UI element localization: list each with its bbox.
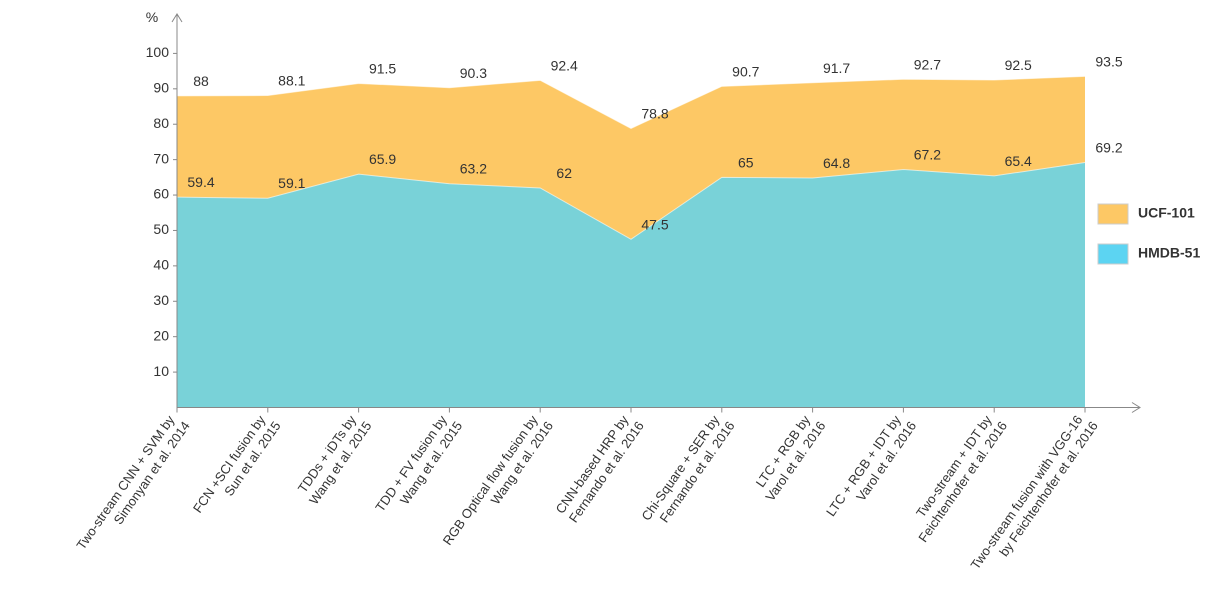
value-label: 62 bbox=[556, 165, 572, 181]
x-tick-label: CNN-based HRP byFernando et al. 2016 bbox=[553, 409, 647, 525]
x-tick-label: FCN +SCI fusion bySun et al. 2015 bbox=[190, 409, 284, 524]
x-tick-label: Chi-Square + SER byFernando et al. 2016 bbox=[638, 409, 737, 532]
value-label: 92.4 bbox=[551, 57, 578, 73]
value-label: 90.7 bbox=[732, 63, 759, 79]
y-tick-label: 60 bbox=[153, 186, 169, 202]
x-tick-label: TDDs + iDTs byWang et al. 2015 bbox=[293, 409, 374, 507]
area-line bbox=[176, 75, 1086, 130]
value-label: 91.5 bbox=[369, 61, 396, 77]
y-tick-label: 70 bbox=[153, 150, 169, 166]
x-axis-arrow bbox=[1131, 402, 1141, 413]
value-label: 65.9 bbox=[369, 151, 396, 167]
value-label: 65.4 bbox=[1005, 153, 1032, 169]
value-label: 88.1 bbox=[278, 73, 305, 89]
legend-swatch bbox=[1097, 203, 1129, 225]
legend-label: UCF-101 bbox=[1138, 205, 1195, 221]
value-label: 88 bbox=[193, 73, 209, 89]
x-tick-label: LTC + RGB + IDT byVarol et al. 2016 bbox=[823, 409, 919, 528]
y-tick-label: 90 bbox=[153, 80, 169, 96]
value-label: 67.2 bbox=[914, 147, 941, 163]
value-label: 64.8 bbox=[823, 155, 850, 171]
value-label: 69.2 bbox=[1095, 139, 1122, 155]
value-label: 78.8 bbox=[641, 105, 668, 121]
x-tick-label-line: Two-stream CNN + SVM by bbox=[73, 412, 177, 552]
value-label: 92.7 bbox=[914, 56, 941, 72]
y-axis-label: % bbox=[146, 9, 158, 25]
y-axis-arrow bbox=[171, 13, 183, 23]
y-tick-label: 20 bbox=[153, 327, 169, 343]
y-tick-label: 10 bbox=[153, 363, 169, 379]
value-label: 59.1 bbox=[278, 175, 305, 191]
x-tick-label: TDD + FV fusion byWang et al. 2015 bbox=[372, 409, 465, 523]
value-label: 65 bbox=[738, 154, 754, 170]
value-label: 59.4 bbox=[187, 174, 214, 190]
y-tick-label: 100 bbox=[146, 44, 170, 60]
value-label: 93.5 bbox=[1095, 53, 1122, 69]
y-tick-label: 30 bbox=[153, 292, 169, 308]
value-label: 92.5 bbox=[1005, 57, 1032, 73]
y-tick-label: 50 bbox=[153, 221, 169, 237]
value-label: 90.3 bbox=[460, 65, 487, 81]
y-tick-label: 80 bbox=[153, 115, 169, 131]
value-label: 47.5 bbox=[641, 216, 668, 232]
y-tick-label: 40 bbox=[153, 257, 169, 273]
value-label: 91.7 bbox=[823, 60, 850, 76]
area bbox=[177, 162, 1085, 408]
x-tick-label: LTC + RGB byVarol et al. 2016 bbox=[749, 409, 828, 504]
value-label: 63.2 bbox=[460, 161, 487, 177]
area-line bbox=[176, 161, 1086, 240]
x-tick-label: Two-stream CNN + SVM bySimonyan et al. 2… bbox=[73, 409, 192, 561]
legend-label: HMDB-51 bbox=[1138, 245, 1200, 261]
legend-swatch bbox=[1097, 243, 1129, 265]
x-tick-label-line: by Feichtenhofer et al. 2016 bbox=[996, 419, 1101, 560]
